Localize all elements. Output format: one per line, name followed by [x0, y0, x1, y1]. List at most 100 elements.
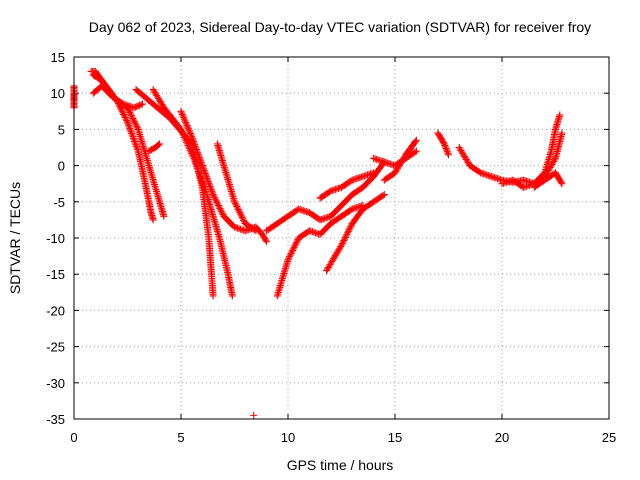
data-point [286, 251, 294, 259]
data-point [443, 148, 451, 156]
data-point [200, 182, 208, 190]
data-point [200, 165, 208, 173]
data-point [327, 259, 335, 267]
data-point [260, 233, 268, 241]
data-point [285, 254, 293, 262]
data-point [192, 146, 200, 154]
data-point [188, 150, 196, 158]
data-point [328, 258, 336, 266]
data-point [179, 130, 187, 138]
y-tick-label: -5 [53, 195, 65, 210]
data-point [127, 128, 135, 136]
y-tick-label: 5 [58, 122, 65, 137]
data-point [346, 224, 354, 232]
data-point [238, 213, 246, 221]
data-point [186, 146, 194, 154]
y-tick-label: 10 [51, 86, 65, 101]
data-point [200, 184, 208, 192]
data-point [218, 209, 226, 217]
data-point [126, 126, 134, 134]
data-point [194, 166, 202, 174]
data-point [186, 128, 194, 136]
data-point [180, 114, 188, 122]
data-point [131, 119, 139, 127]
data-point [459, 150, 467, 158]
data-point [134, 146, 142, 154]
data-point [206, 183, 214, 191]
data-point [211, 195, 219, 203]
data-point [335, 246, 343, 254]
data-point [207, 184, 215, 192]
x-tick-label: 5 [177, 430, 184, 445]
data-point [551, 156, 559, 164]
data-point [239, 215, 247, 223]
data-point [119, 109, 127, 117]
data-point [124, 120, 132, 128]
data-point [182, 137, 190, 145]
data-point [128, 113, 136, 121]
data-point [412, 136, 420, 144]
y-tick-label: -15 [46, 267, 65, 282]
data-point [338, 241, 345, 249]
data-point [189, 136, 197, 144]
data-point [132, 141, 140, 149]
series-arc-10 [252, 223, 271, 246]
data-point [292, 240, 300, 248]
data-point [177, 107, 185, 115]
series-arc-15 [323, 191, 388, 275]
data-point [203, 174, 211, 182]
data-point [411, 138, 419, 146]
data-point [442, 145, 450, 153]
data-point [196, 172, 204, 180]
chart-title: Day 062 of 2023, Sidereal Day-to-day VTE… [89, 19, 591, 35]
data-point [441, 143, 449, 151]
data-point [345, 226, 353, 234]
data-point [198, 162, 206, 170]
data-point [461, 154, 469, 162]
data-point [132, 121, 140, 129]
data-point [411, 148, 419, 156]
data-point [180, 115, 188, 123]
data-point [187, 148, 195, 156]
data-point [204, 176, 212, 184]
data-point [130, 116, 138, 124]
data-point [195, 152, 203, 160]
data-point [183, 140, 191, 148]
data-point [185, 126, 193, 134]
x-tick-label: 25 [602, 430, 616, 445]
data-point [125, 121, 133, 129]
data-point [233, 202, 241, 210]
data-point [209, 189, 217, 197]
data-point [193, 163, 201, 171]
data-point [289, 246, 297, 254]
data-point [443, 146, 451, 154]
data-point [127, 111, 135, 119]
data-point [127, 110, 135, 118]
data-point [201, 168, 209, 176]
data-point [341, 235, 349, 243]
data-point [158, 101, 166, 109]
y-tick-label: -10 [46, 231, 65, 246]
data-point [464, 159, 472, 167]
data-point [197, 158, 205, 166]
data-point [212, 197, 220, 205]
data-point [259, 232, 267, 240]
data-point [128, 131, 136, 139]
data-point [558, 180, 566, 188]
series-arc-19 [455, 111, 564, 188]
data-point [445, 151, 452, 159]
data-point [217, 206, 225, 214]
series-arc-18 [434, 129, 452, 159]
data-point [126, 125, 134, 133]
data-point [202, 187, 210, 195]
series-arc-11 [250, 411, 258, 419]
data-point [129, 133, 137, 141]
data-point [379, 191, 387, 199]
data-point [234, 204, 242, 212]
data-point [263, 238, 271, 246]
data-point [323, 265, 331, 273]
data-point [131, 137, 139, 145]
data-point [209, 191, 217, 199]
data-point [291, 242, 299, 250]
